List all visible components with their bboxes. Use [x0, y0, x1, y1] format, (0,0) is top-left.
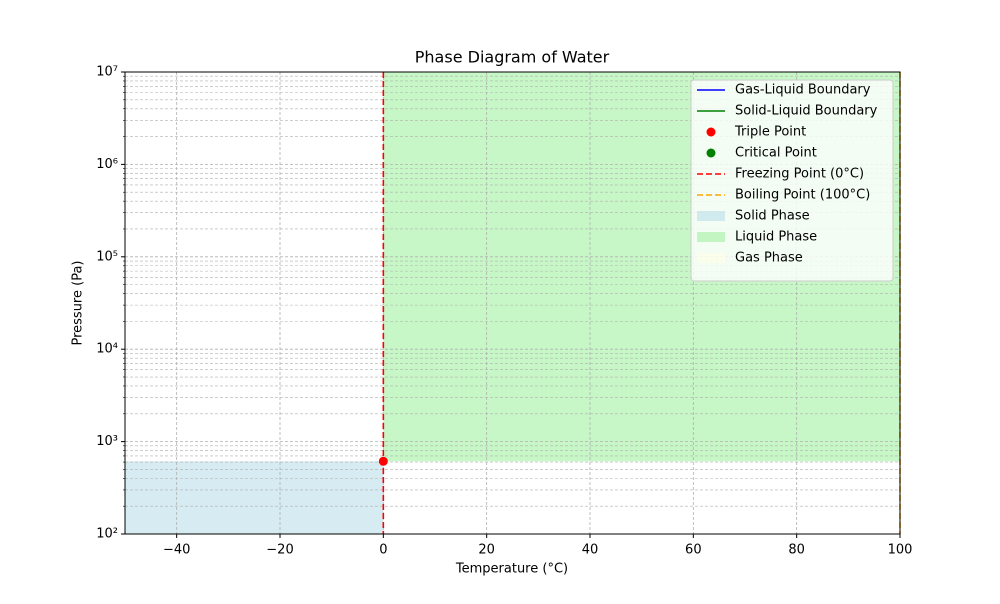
legend-swatch [706, 127, 716, 137]
y-tick-label: 10⁴ [96, 342, 118, 357]
x-tick-label: 20 [478, 543, 495, 558]
legend-swatch [706, 148, 716, 158]
legend-box [690, 79, 894, 282]
y-axis-label: Pressure (Pa) [71, 260, 86, 345]
legend-swatch [697, 211, 725, 221]
legend-label: Boiling Point (100°C) [735, 188, 870, 203]
legend-label: Gas-Liquid Boundary [735, 83, 871, 98]
legend-label: Freezing Point (0°C) [735, 167, 864, 182]
legend-label: Solid Phase [735, 209, 810, 224]
y-tick-label: 10² [96, 527, 118, 542]
chart-title: Phase Diagram of Water [415, 48, 610, 67]
y-tick-label: 10⁵ [96, 249, 118, 264]
legend-label: Triple Point [734, 125, 806, 140]
legend-label: Solid-Liquid Boundary [735, 104, 878, 119]
legend-swatch [697, 232, 725, 242]
y-tick-label: 10⁶ [96, 157, 118, 172]
x-tick-label: −40 [163, 543, 190, 558]
x-tick-label: 40 [582, 543, 599, 558]
plot-frame [124, 71, 901, 535]
legend-swatch [697, 253, 725, 263]
x-tick-label: 100 [888, 543, 913, 558]
legend-label: Liquid Phase [735, 230, 817, 245]
legend-label: Gas Phase [735, 251, 803, 266]
phase-region [125, 461, 384, 534]
x-tick-label: −20 [266, 543, 293, 558]
legend-label: Critical Point [735, 146, 817, 161]
y-tick-label: 10³ [96, 434, 118, 449]
y-tick-label: 10⁷ [96, 65, 118, 80]
legend: Gas-Liquid Boundary Solid-Liquid Boundary… [690, 79, 894, 282]
x-tick-label: 80 [788, 543, 805, 558]
x-axis-label: Temperature (°C) [455, 562, 568, 577]
x-tick-label: 0 [379, 543, 387, 558]
x-tick-label: 60 [685, 543, 702, 558]
